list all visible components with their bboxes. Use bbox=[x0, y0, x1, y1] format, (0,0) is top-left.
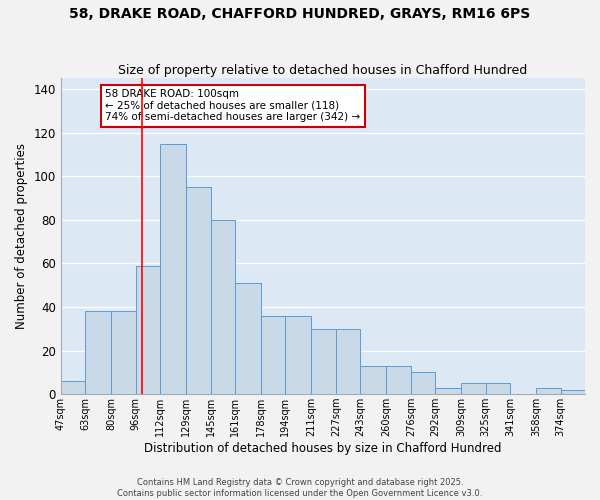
Bar bbox=[435, 388, 461, 394]
X-axis label: Distribution of detached houses by size in Chafford Hundred: Distribution of detached houses by size … bbox=[144, 442, 502, 455]
Bar bbox=[261, 316, 286, 394]
Bar bbox=[411, 372, 435, 394]
Bar bbox=[336, 329, 361, 394]
Y-axis label: Number of detached properties: Number of detached properties bbox=[15, 143, 28, 329]
Bar bbox=[160, 144, 186, 394]
Bar bbox=[211, 220, 235, 394]
Title: Size of property relative to detached houses in Chafford Hundred: Size of property relative to detached ho… bbox=[118, 64, 527, 77]
Bar bbox=[111, 312, 136, 394]
Bar bbox=[286, 316, 311, 394]
Bar bbox=[536, 388, 560, 394]
Bar bbox=[461, 384, 485, 394]
Bar bbox=[136, 266, 160, 394]
Text: 58, DRAKE ROAD, CHAFFORD HUNDRED, GRAYS, RM16 6PS: 58, DRAKE ROAD, CHAFFORD HUNDRED, GRAYS,… bbox=[70, 8, 530, 22]
Bar bbox=[311, 329, 336, 394]
Bar bbox=[560, 390, 585, 394]
Text: 58 DRAKE ROAD: 100sqm
← 25% of detached houses are smaller (118)
74% of semi-det: 58 DRAKE ROAD: 100sqm ← 25% of detached … bbox=[106, 89, 361, 122]
Bar bbox=[61, 381, 85, 394]
Bar bbox=[386, 366, 411, 394]
Text: Contains HM Land Registry data © Crown copyright and database right 2025.
Contai: Contains HM Land Registry data © Crown c… bbox=[118, 478, 482, 498]
Bar bbox=[485, 384, 510, 394]
Bar bbox=[186, 187, 211, 394]
Bar bbox=[235, 283, 261, 394]
Bar bbox=[361, 366, 386, 394]
Bar bbox=[85, 312, 111, 394]
